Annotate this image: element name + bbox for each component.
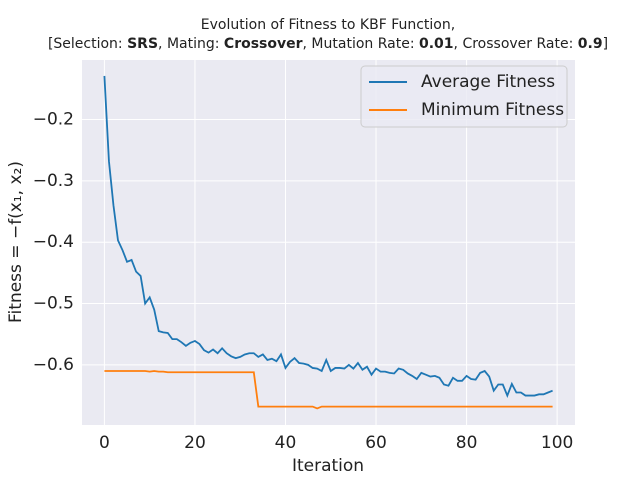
legend-label: Minimum Fitness bbox=[421, 100, 564, 120]
y-tick-label: −0.4 bbox=[33, 232, 74, 252]
subtitle-part: , Crossover Rate: bbox=[454, 36, 578, 52]
y-tick-label: −0.2 bbox=[33, 110, 74, 130]
x-tick-label: 60 bbox=[365, 433, 387, 453]
y-tick-label: −0.5 bbox=[33, 294, 74, 314]
subtitle-part: [Selection: bbox=[48, 36, 127, 52]
x-axis-label: Iteration bbox=[292, 456, 364, 476]
x-tick-label: 40 bbox=[275, 433, 297, 453]
subtitle-part: 0.01 bbox=[419, 36, 454, 52]
y-tick-label: −0.3 bbox=[33, 171, 74, 191]
subtitle-part: , Mutation Rate: bbox=[303, 36, 419, 52]
subtitle-part: Crossover bbox=[224, 36, 303, 52]
series-line bbox=[103, 75, 553, 398]
x-tick-label: 80 bbox=[456, 433, 478, 453]
subtitle-part: ] bbox=[603, 36, 608, 52]
x-tick-label: 100 bbox=[541, 433, 573, 453]
legend-label: Average Fitness bbox=[421, 72, 555, 92]
y-axis-label: Fitness = −f(x₁, x₂) bbox=[6, 161, 26, 323]
series-line bbox=[104, 370, 553, 410]
subtitle-part: 0.9 bbox=[578, 36, 603, 52]
subtitle-part: SRS bbox=[127, 36, 158, 52]
x-tick-label: 20 bbox=[184, 433, 206, 453]
chart-title: Evolution of Fitness to KBF Function, bbox=[201, 17, 455, 33]
legend-box bbox=[360, 65, 568, 128]
x-tick-label: 0 bbox=[99, 433, 110, 453]
y-tick-label: −0.6 bbox=[33, 355, 74, 375]
subtitle-part: , Mating: bbox=[158, 36, 224, 52]
chart-subtitle: [Selection: SRS, Mating: Crossover, Muta… bbox=[48, 36, 608, 52]
